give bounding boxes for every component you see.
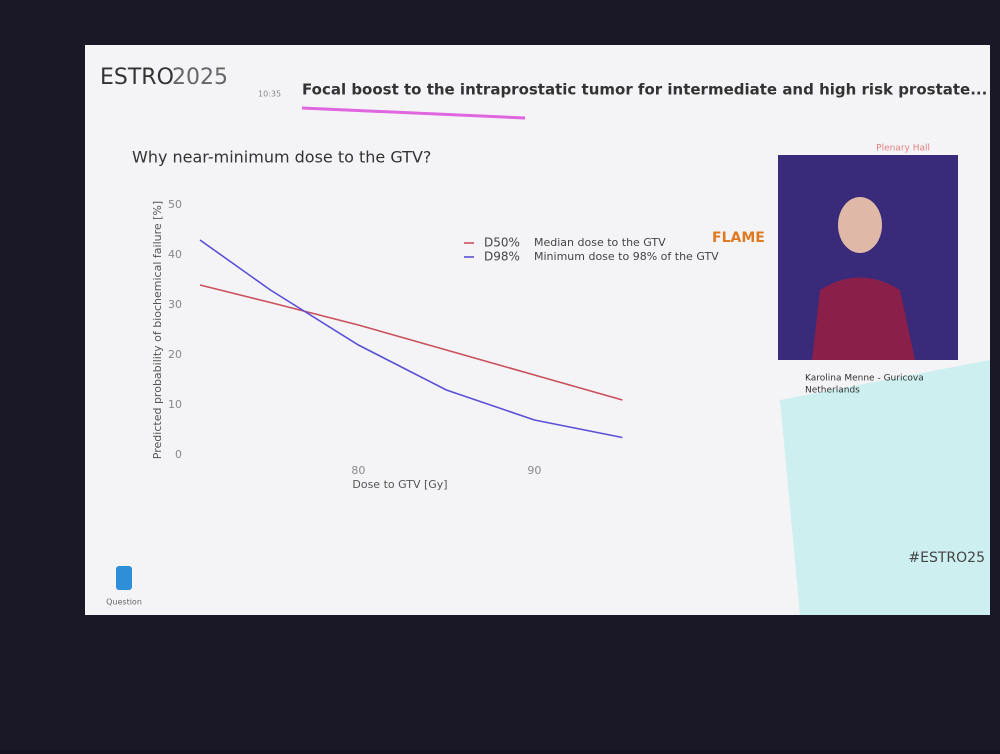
time: 10:35 — [258, 90, 281, 99]
hashtag: #ESTRO25 — [908, 550, 985, 566]
x-tick-label: 90 — [527, 464, 541, 477]
legend-description: Median dose to the GTV — [534, 236, 666, 249]
line-series — [199, 284, 623, 401]
y-tick-label: 20 — [168, 348, 182, 361]
question-icon[interactable] — [116, 566, 132, 590]
logo: ESTRO — [100, 65, 174, 90]
study-logo: FLAME — [712, 230, 765, 246]
speaker-head — [838, 197, 882, 253]
y-tick-label: 50 — [168, 198, 182, 211]
legend-name: D98% — [484, 250, 520, 264]
y-axis-label: Predicted probability of biochemical fai… — [151, 201, 164, 459]
y-tick-label: 40 — [168, 248, 182, 261]
x-tick-label: 80 — [351, 464, 365, 477]
question-label[interactable]: Question — [106, 598, 142, 607]
country: Netherlands — [805, 386, 860, 396]
slide-decor — [780, 360, 990, 615]
speaker: Karolina Menne - Guricova — [805, 374, 924, 384]
slide-title: Focal boost to the intraprostatic tumor … — [302, 81, 987, 99]
room-label: Plenary Hall — [876, 144, 930, 154]
y-tick-label: 30 — [168, 298, 182, 311]
line-series — [199, 239, 623, 439]
title-underline — [301, 106, 526, 120]
y-tick-label: 0 — [175, 448, 182, 461]
logo-year: 2025 — [172, 65, 228, 90]
legend-description: Minimum dose to 98% of the GTV — [534, 250, 719, 263]
y-tick-label: 10 — [168, 398, 182, 411]
legend-name: D50% — [484, 236, 520, 250]
heading: Why near-minimum dose to the GTV? — [132, 148, 431, 167]
speaker-body — [812, 277, 915, 360]
x-axis-label: Dose to GTV [Gy] — [352, 478, 447, 491]
